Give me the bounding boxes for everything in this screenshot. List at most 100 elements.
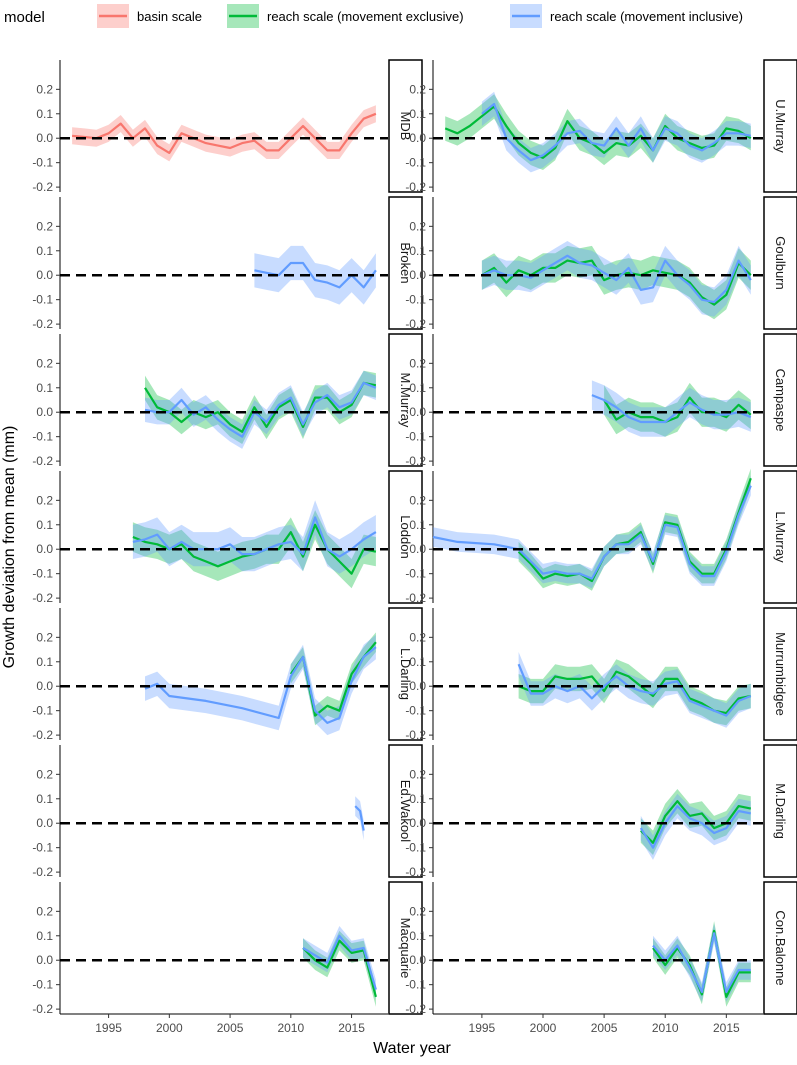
y-tick-label: -0.2: [405, 317, 426, 331]
series-line-incl: [517, 663, 752, 717]
y-tick-label: 0.1: [409, 655, 426, 669]
x-tick-label: 2010: [277, 1021, 304, 1035]
y-tick-label: 0.2: [36, 82, 53, 96]
panel-ldarling: -0.2 -0.1 0.0 0.1 0.2 L.Darling: [32, 607, 423, 742]
panel-campaspe: -0.2 -0.1 0.0 0.1 0.2 Campaspe: [405, 333, 797, 468]
series-line-incl: [432, 485, 752, 580]
ci-band-incl: [303, 926, 376, 1000]
ci-band-incl: [254, 245, 376, 305]
strip-label: Loddon: [398, 515, 413, 558]
y-tick-label: 0.0: [36, 542, 53, 556]
ci-band-incl: [481, 91, 751, 173]
x-tick-label: 2010: [652, 1021, 679, 1035]
x-tick-label: 1995: [469, 1021, 496, 1035]
strip-label: Murrumbidgee: [773, 632, 788, 716]
y-tick-label: 0.0: [36, 405, 53, 419]
y-tick-label: 0.0: [36, 816, 53, 830]
y-tick-label: -0.2: [32, 317, 53, 331]
x-tick-label: 2015: [338, 1021, 365, 1035]
y-tick-label: -0.1: [405, 704, 426, 718]
series-line-incl: [354, 805, 365, 831]
y-tick-label: -0.2: [405, 591, 426, 605]
strip-label: L.Murray: [773, 511, 788, 563]
legend-title: model: [4, 9, 45, 26]
x-tick-label: 2000: [156, 1021, 183, 1035]
y-tick-label: 0.0: [36, 679, 53, 693]
x-tick-label: 2015: [713, 1021, 740, 1035]
series-line-excl: [652, 929, 751, 999]
panel-murrumbidgee: -0.2 -0.1 0.0 0.1 0.2 Murrumbidgee: [405, 607, 797, 742]
y-tick-label: 0.0: [409, 268, 426, 282]
ci-band-incl: [145, 370, 376, 449]
panel-lmurray: -0.2 -0.1 0.0 0.1 0.2 L.Murray: [405, 468, 797, 605]
strip-box: [763, 744, 797, 878]
y-tick-label: 0.0: [36, 953, 53, 967]
y-tick-label: 0.2: [36, 630, 53, 644]
ci-band-incl: [653, 923, 751, 1002]
y-tick-label: 0.0: [409, 953, 426, 967]
panel-edwakool: -0.2-0.10.00.10.2Ed.Wakool: [32, 744, 423, 879]
series-line-incl: [591, 394, 752, 424]
panel-conbalonne: -0.2 -0.1 0.0 0.1 0.2 Con.Balonne 1995 2000 2005…: [405, 881, 797, 1035]
series-line-basin: [71, 112, 377, 154]
strip-box: [388, 470, 423, 604]
y-tick-label: -0.2: [32, 180, 53, 194]
y-tick-label: 0.2: [36, 219, 53, 233]
strip-box: [388, 881, 423, 1015]
strip-box: [763, 196, 797, 330]
y-tick-label: 0.2: [409, 82, 426, 96]
ci-band-incl: [591, 380, 751, 437]
y-tick-label: 0.0: [409, 816, 426, 830]
y-tick-label: -0.2: [32, 454, 53, 468]
panel-broken: -0.2 -0.1 0.0 0.1 0.2 Broken: [32, 196, 423, 331]
panel-mdb: -0.2 -0.1 0.0 0.1 0.2 MDB: [32, 59, 423, 194]
y-tick-label: 0.2: [409, 630, 426, 644]
y-tick-label: -0.1: [32, 841, 53, 855]
series-line-incl: [652, 932, 751, 994]
x-tick-label: 2005: [591, 1021, 618, 1035]
ci-band-incl: [640, 793, 751, 860]
y-tick-label: 0.2: [36, 356, 53, 370]
y-tick-label: 0.0: [409, 679, 426, 693]
strip-box: [388, 607, 423, 741]
y-axis-title: Growth deviation from mean (mm): [1, 426, 18, 669]
y-tick-label: 0.1: [36, 929, 53, 943]
series-line-excl: [640, 800, 752, 844]
strip-box: [763, 607, 797, 741]
y-tick-label: -0.1: [32, 704, 53, 718]
y-tick-label: -0.2: [32, 591, 53, 605]
series-line-incl: [481, 102, 752, 162]
series-line-incl: [481, 254, 752, 304]
strip-label: Ed.Wakool: [398, 780, 413, 842]
strip-label: Macquarie: [398, 918, 413, 979]
strip-box: [388, 744, 423, 878]
y-tick-label: 0.1: [36, 244, 53, 258]
y-tick-label: 0.2: [409, 219, 426, 233]
panel-mmurray: -0.2 -0.1 0.0 0.1 0.2 M.Murray: [32, 333, 423, 468]
series-line-incl: [302, 934, 377, 990]
y-tick-label: -0.1: [32, 430, 53, 444]
y-tick-label: -0.2: [405, 728, 426, 742]
strip-label: M.Murray: [398, 373, 413, 428]
y-tick-label: 0.2: [409, 904, 426, 918]
ci-band-excl: [653, 921, 751, 1007]
y-tick-label: 0.2: [36, 767, 53, 781]
y-tick-label: 0.0: [36, 131, 53, 145]
strip-label: MDB: [398, 112, 413, 141]
y-tick-label: 0.1: [36, 381, 53, 395]
y-tick-label: -0.1: [405, 567, 426, 581]
strip-box: [763, 881, 797, 1015]
y-tick-label: 0.2: [409, 493, 426, 507]
y-tick-label: 0.1: [409, 929, 426, 943]
y-tick-label: 0.1: [409, 107, 426, 121]
legend-label: basin scale: [137, 9, 202, 24]
y-tick-label: -0.1: [32, 978, 53, 992]
y-tick-label: 0.2: [409, 767, 426, 781]
y-tick-label: -0.2: [32, 1002, 53, 1016]
ci-band-excl: [518, 468, 751, 591]
panel-loddon: -0.2 -0.1 0.0 0.1 0.2 Loddon: [32, 470, 423, 605]
x-tick-label: 2000: [530, 1021, 557, 1035]
y-tick-label: 0.1: [36, 792, 53, 806]
x-tick-label: 1995: [95, 1021, 122, 1035]
